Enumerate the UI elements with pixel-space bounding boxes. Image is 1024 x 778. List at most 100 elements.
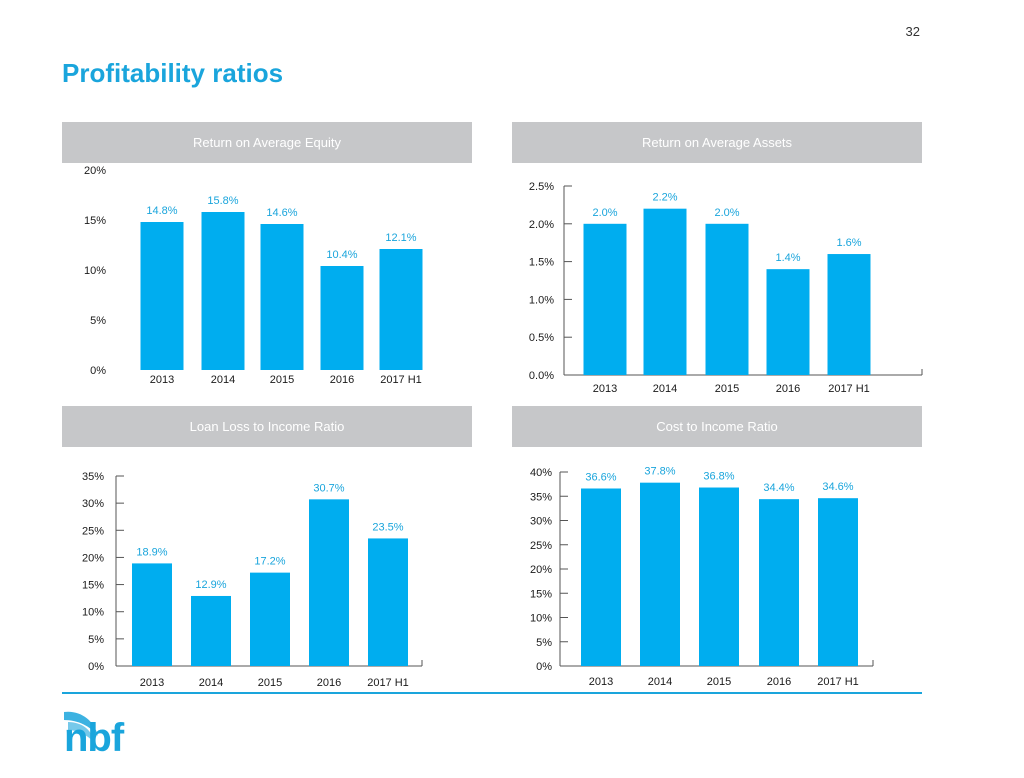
data-label: 36.8% [703,471,734,483]
bar-2013 [140,222,184,370]
category-label: 2017 H1 [817,676,859,688]
y-tick-label: 25% [82,525,104,537]
category-label: 2015 [270,374,294,386]
data-label: 30.7% [313,482,344,494]
y-tick-label: 10% [82,607,104,619]
bar-2014 [643,208,687,375]
y-tick-label: 20% [82,552,104,564]
bar-2014 [201,212,245,370]
y-tick-label: 20% [530,564,552,576]
bar-2017-h1 [827,254,871,375]
chart-cost-income: 0% 5% 10% 15% 20% 25% 30% 35% 40% 36.6% 2013 37.8% 2… [530,466,874,688]
data-label: 2.0% [592,207,617,219]
y-tick-label: 15% [82,580,104,592]
data-label: 10.4% [326,249,357,261]
data-label: 17.2% [254,556,285,568]
y-tick-label: 0% [88,661,104,673]
y-tick-label: 2.5% [529,181,554,193]
category-label: 2013 [593,383,617,395]
category-label: 2015 [258,677,282,689]
category-label: 2016 [317,677,341,689]
logo-text: nbf [64,716,124,760]
data-label: 12.1% [385,232,416,244]
y-tick-label: 0.0% [529,370,554,382]
y-tick-label: 5% [90,315,106,327]
category-label: 2017 H1 [380,374,422,386]
bar-2013 [583,223,627,375]
y-tick-label: 0% [536,661,552,673]
nbf-wave-logo-icon [64,711,98,742]
panel-header-cost-income: Cost to Income Ratio [512,406,922,447]
category-label: 2013 [589,676,613,688]
bar-2016 [766,269,810,375]
y-tick-label: 30% [82,498,104,510]
category-label: 2014 [211,374,235,386]
bar-2017-h1 [368,538,408,666]
data-label: 18.9% [136,546,167,558]
category-label: 2017 H1 [367,677,409,689]
data-label: 12.9% [195,579,226,591]
y-tick-label: 10% [530,613,552,625]
data-label: 23.5% [372,521,403,533]
chart-roae: 0% 5% 10% 15% 20% 14.8% 2013 15.8% 2014 14.6% 2015… [84,165,423,386]
y-tick-label: 20% [84,165,106,177]
y-tick-label: 2.0% [529,219,554,231]
category-label: 2016 [330,374,354,386]
panel-header-roaa: Return on Average Assets [512,122,922,163]
data-label: 37.8% [644,466,675,478]
y-tick-label: 15% [84,215,106,227]
category-label: 2016 [767,676,791,688]
bar-2014 [191,595,231,666]
category-label: 2014 [653,383,677,395]
y-tick-label: 0.5% [529,332,554,344]
category-label: 2016 [776,383,800,395]
y-tick-label: 35% [82,471,104,483]
data-label: 15.8% [207,195,238,207]
bar-2017-h1 [379,249,423,370]
data-label: 36.6% [585,471,616,483]
panel-header-loan-loss: Loan Loss to Income Ratio [62,406,472,447]
chart-title-roae: Return on Average Equity [193,135,341,150]
y-tick-label: 0% [90,365,106,377]
category-label: 2017 H1 [828,383,870,395]
data-label: 34.4% [763,482,794,494]
page-title: Profitability ratios [62,58,284,88]
y-tick-label: 10% [84,265,106,277]
y-tick-label: 15% [530,588,552,600]
y-tick-label: 40% [530,467,552,479]
category-label: 2014 [199,677,223,689]
bar-2015 [705,223,749,375]
footer-divider [62,692,922,694]
bar-2014 [640,482,680,666]
y-tick-label: 30% [530,516,552,528]
bar-2013 [132,563,172,666]
y-tick-label: 1.0% [529,294,554,306]
y-tick-label: 5% [88,634,104,646]
chart-title-loan-loss: Loan Loss to Income Ratio [189,419,345,434]
chart-roaa: 0.0% 0.5% 1.0% 1.5% 2.0% 2.5% 2.0% 2013 2.2% 2014… [529,181,923,395]
bar-2013 [581,488,621,666]
y-tick-label: 35% [530,491,552,503]
panel-header-roae: Return on Average Equity [62,122,472,163]
bar-2016 [759,499,799,666]
data-label: 34.6% [822,481,853,493]
chart-title-roaa: Return on Average Assets [641,135,793,150]
category-label: 2015 [707,676,731,688]
data-label: 14.8% [146,205,177,217]
data-label: 1.4% [775,252,800,264]
chart-loan-loss: 0% 5% 10% 15% 20% 25% 30% 35% 18.9% 2013 12.9% 2014… [82,471,423,689]
data-label: 1.6% [836,237,861,249]
bar-2015 [699,487,739,666]
bar-2017-h1 [818,498,858,666]
data-label: 2.0% [714,207,739,219]
bar-2015 [260,224,304,370]
chart-title-cost-income: Cost to Income Ratio [656,419,778,434]
category-label: 2013 [140,677,164,689]
category-label: 2013 [150,374,174,386]
bar-2015 [250,572,290,666]
y-tick-label: 1.5% [529,257,554,269]
bar-2016 [309,499,349,666]
category-label: 2014 [648,676,672,688]
y-tick-label: 25% [530,540,552,552]
